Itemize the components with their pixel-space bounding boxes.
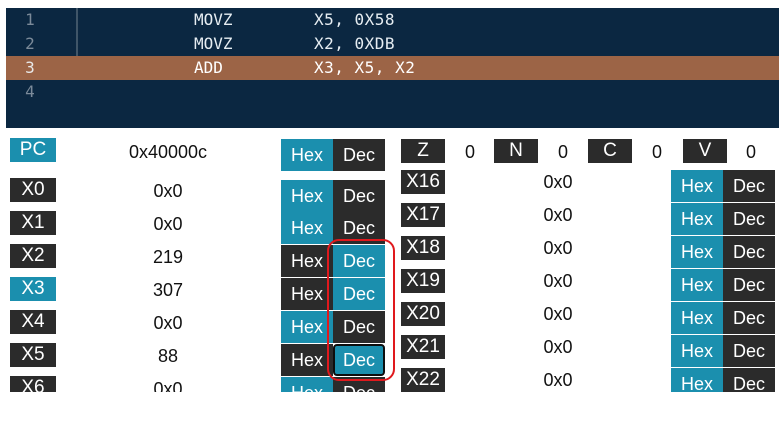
instruction-operands: X5, 0X58	[314, 10, 396, 29]
code-line-current[interactable]: 3 ADD X3, X5, X2	[6, 56, 779, 80]
x0-dec-toggle[interactable]: Dec	[333, 180, 385, 212]
register-label-x17: X17	[401, 203, 445, 227]
line-number: 4	[25, 82, 35, 101]
register-label-x3: X3	[10, 277, 56, 301]
register-value-x16: 0x0	[543, 172, 573, 192]
register-value-x18: 0x0	[543, 238, 573, 258]
register-value-x4: 0x0	[153, 313, 183, 333]
register-value-x17: 0x0	[543, 205, 573, 225]
x4-hex-toggle[interactable]: Hex	[281, 311, 333, 343]
code-line[interactable]: 2 MOVZ X2, 0XDB	[6, 32, 779, 56]
x3-dec-toggle[interactable]: Dec	[333, 278, 385, 310]
x1-hex-toggle[interactable]: Hex	[281, 212, 333, 244]
flag-c-value: 0	[652, 142, 663, 162]
x17-dec-toggle[interactable]: Dec	[723, 203, 775, 235]
x21-hex-toggle[interactable]: Hex	[671, 335, 723, 367]
x17-hex-toggle[interactable]: Hex	[671, 203, 723, 235]
x5-hex-toggle[interactable]: Hex	[281, 344, 333, 376]
x20-hex-toggle[interactable]: Hex	[671, 302, 723, 334]
register-value-x19: 0x0	[543, 271, 573, 291]
x18-dec-toggle[interactable]: Dec	[723, 236, 775, 268]
register-value-x3: 307	[152, 280, 184, 300]
x20-dec-toggle[interactable]: Dec	[723, 302, 775, 334]
code-line[interactable]: 1 MOVZ X5, 0X58	[6, 8, 779, 32]
flag-n-label: N	[494, 139, 538, 163]
line-number: 3	[25, 58, 35, 77]
x2-hex-toggle[interactable]: Hex	[281, 245, 333, 277]
register-label-x19: X19	[401, 269, 445, 293]
x2-dec-toggle[interactable]: Dec	[333, 245, 385, 277]
register-value-x2: 219	[152, 247, 184, 267]
register-label-x18: X18	[401, 236, 445, 260]
register-value-x5: 88	[157, 346, 179, 366]
register-label-x1: X1	[10, 211, 56, 235]
line-number: 1	[25, 10, 35, 29]
register-value-x21: 0x0	[543, 337, 573, 357]
x1-dec-toggle[interactable]: Dec	[333, 212, 385, 244]
pc-hex-toggle[interactable]: Hex	[281, 139, 333, 171]
gutter-divider	[76, 8, 78, 58]
x16-dec-toggle[interactable]: Dec	[723, 170, 775, 202]
register-label-x4: X4	[10, 310, 56, 334]
x4-dec-toggle[interactable]: Dec	[333, 311, 385, 343]
code-editor[interactable]: 1 MOVZ X5, 0X58 2 MOVZ X2, 0XDB 3 ADD X3…	[6, 8, 779, 128]
register-label-x16: X16	[401, 170, 445, 194]
pc-label: PC	[10, 138, 56, 162]
instruction-operands: X3, X5, X2	[314, 58, 416, 77]
instruction-opcode: MOVZ	[194, 10, 233, 29]
flag-z-value: 0	[465, 142, 476, 162]
flag-v-label: V	[683, 139, 727, 163]
register-value-x0: 0x0	[153, 181, 183, 201]
register-value-x1: 0x0	[153, 214, 183, 234]
x19-dec-toggle[interactable]: Dec	[723, 269, 775, 301]
flag-c-label: C	[588, 139, 632, 163]
register-label-x2: X2	[10, 244, 56, 268]
line-number: 2	[25, 34, 35, 53]
register-label-x21: X21	[401, 335, 445, 359]
instruction-opcode: MOVZ	[194, 34, 233, 53]
x19-hex-toggle[interactable]: Hex	[671, 269, 723, 301]
instruction-operands: X2, 0XDB	[314, 34, 396, 53]
pc-dec-toggle[interactable]: Dec	[333, 139, 385, 171]
register-label-x20: X20	[401, 302, 445, 326]
flag-z-label: Z	[401, 139, 445, 163]
register-label-x22: X22	[401, 368, 445, 392]
x16-hex-toggle[interactable]: Hex	[671, 170, 723, 202]
flag-v-value: 0	[746, 142, 757, 162]
register-value-x20: 0x0	[543, 304, 573, 324]
register-label-x5: X5	[10, 343, 56, 367]
register-label-x0: X0	[10, 178, 56, 202]
flag-n-value: 0	[558, 142, 569, 162]
register-value-x22: 0x0	[543, 370, 573, 390]
x5-dec-toggle[interactable]: Dec	[333, 344, 385, 376]
panel-bottom-edge	[0, 392, 784, 430]
code-line[interactable]: 4	[6, 80, 779, 104]
x3-hex-toggle[interactable]: Hex	[281, 278, 333, 310]
x21-dec-toggle[interactable]: Dec	[723, 335, 775, 367]
x18-hex-toggle[interactable]: Hex	[671, 236, 723, 268]
pc-value: 0x40000c	[128, 142, 208, 162]
x0-hex-toggle[interactable]: Hex	[281, 180, 333, 212]
instruction-opcode: ADD	[194, 58, 223, 77]
